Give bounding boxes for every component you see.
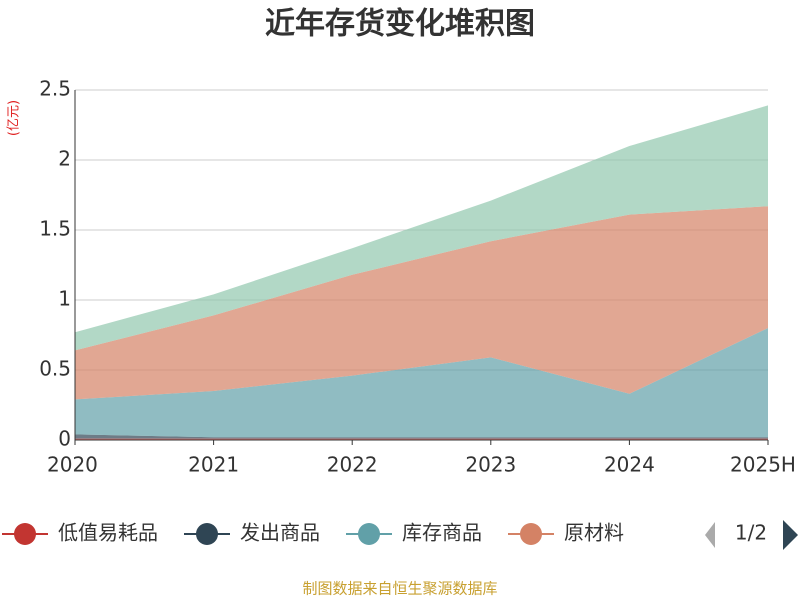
y-unit: (亿元) (7, 100, 22, 136)
area (75, 206, 768, 400)
legend-label: 库存商品 (402, 521, 482, 545)
x-tick-label: 2025H (730, 453, 796, 477)
y-tick-label: 2 (58, 147, 71, 171)
legend-symbol (358, 523, 380, 545)
y-tick-label: 0 (58, 427, 71, 451)
legend-symbol (196, 523, 218, 545)
area (75, 105, 768, 351)
area (75, 328, 768, 438)
x-tick-label: 2023 (465, 453, 516, 477)
legend-label: 发出商品 (240, 521, 320, 545)
x-tick-label: 2024 (604, 453, 655, 477)
legend-symbol (14, 523, 36, 545)
x-tick-label: 2020 (47, 453, 98, 477)
area (75, 434, 768, 439)
legend-symbol (520, 523, 542, 545)
x-tick-label: 2021 (188, 453, 239, 477)
y-tick-label: 1 (58, 287, 71, 311)
legend-prev[interactable] (705, 522, 715, 548)
legend-page: 1/2 (735, 521, 767, 545)
legend-label: 低值易耗品 (58, 521, 158, 545)
y-tick-label: 1.5 (39, 217, 71, 241)
y-tick-label: 2.5 (39, 77, 71, 101)
x-tick-label: 2022 (327, 453, 378, 477)
legend: 低值易耗品 发出商品 库存商品 原材料 (2, 521, 624, 545)
y-tick-label: 0.5 (39, 357, 71, 381)
chart-title: 近年存货变化堆积图 (265, 7, 535, 42)
legend-label: 原材料 (564, 521, 624, 545)
source-note: 制图数据来自恒生聚源数据库 (302, 580, 497, 598)
legend-next[interactable] (783, 520, 798, 550)
